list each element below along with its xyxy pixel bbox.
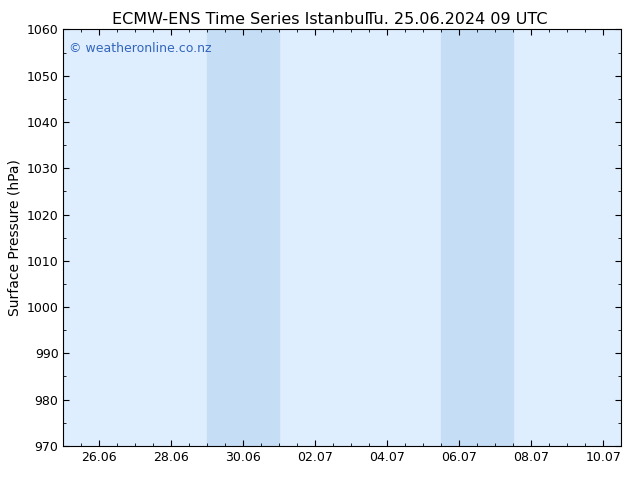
Text: ECMW-ENS Time Series Istanbul: ECMW-ENS Time Series Istanbul xyxy=(112,12,370,27)
Y-axis label: Surface Pressure (hPa): Surface Pressure (hPa) xyxy=(7,159,21,316)
Text: Tu. 25.06.2024 09 UTC: Tu. 25.06.2024 09 UTC xyxy=(366,12,547,27)
Bar xyxy=(441,29,514,446)
Bar xyxy=(207,29,280,446)
Text: © weatheronline.co.nz: © weatheronline.co.nz xyxy=(69,42,212,55)
